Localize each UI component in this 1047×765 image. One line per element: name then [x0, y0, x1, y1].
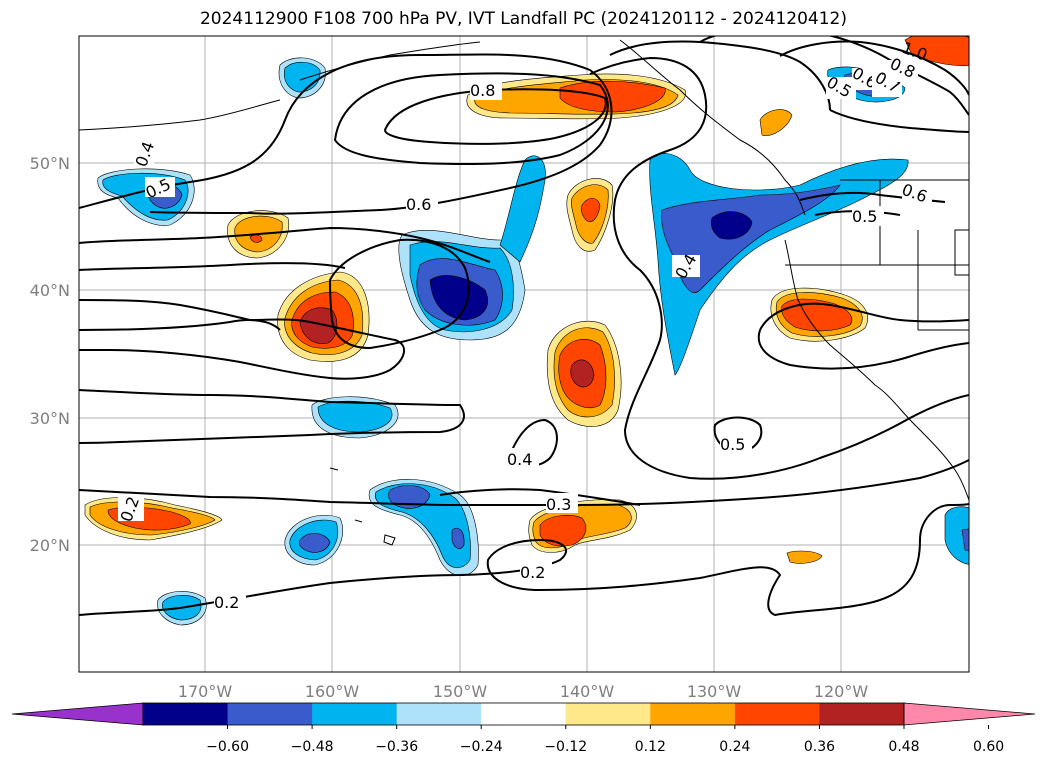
lat-tick-label: 50°N	[30, 154, 70, 173]
lat-tick-label: 30°N	[30, 409, 70, 428]
colorbar-tick-label: −0.48	[291, 739, 334, 755]
colorbar-tick-label: −0.60	[206, 739, 249, 755]
lat-tick-label: 20°N	[30, 536, 70, 555]
coastlines	[79, 39, 969, 546]
colorbar-tick-label: 0.12	[635, 739, 666, 755]
map-frame	[78, 35, 970, 673]
colorbar-segment	[312, 703, 398, 725]
map-title: 2024112900 F108 700 hPa PV, IVT Landfall…	[199, 9, 847, 29]
lon-tick-label: 130°W	[687, 682, 742, 701]
lon-tick-label: 150°W	[433, 682, 488, 701]
lat-tick-label: 40°N	[30, 281, 70, 300]
colorbar-tick-label: 0.60	[973, 739, 1004, 755]
lon-tick-labels: 170°W 160°W 150°W 140°W 130°W 120°W	[178, 682, 869, 701]
contour-label: 0.2	[214, 593, 239, 612]
lon-tick-label: 120°W	[814, 682, 869, 701]
lon-tick-label: 170°W	[178, 682, 233, 701]
colorbar-segment	[143, 703, 229, 725]
colorbar-extend-max	[903, 702, 1036, 726]
lon-tick-label: 140°W	[560, 682, 615, 701]
ivt-contours	[79, 36, 969, 617]
colorbar-tick-label: −0.12	[544, 739, 587, 755]
colorbar-segment	[650, 703, 736, 725]
colorbar-segment	[565, 703, 651, 725]
contour-label: 0.6	[406, 195, 431, 214]
contour-label: 0.4	[507, 450, 532, 469]
colorbar-tick-label: 0.48	[888, 739, 919, 755]
lat-tick-labels: 20°N 30°N 40°N 50°N	[30, 154, 70, 555]
colorbar-segment	[734, 703, 820, 725]
colorbar-ticks: −0.60 −0.48 −0.36 −0.24 −0.12 0.12 0.24 0.36 0.4…	[206, 725, 1004, 755]
contour-label: 0.5	[720, 435, 745, 454]
colorbar-frame	[142, 702, 905, 726]
contour-label: 0.3	[546, 495, 571, 514]
colorbar: −0.60 −0.48 −0.36 −0.24 −0.12 0.12 0.24 0.36 0.4…	[11, 702, 1036, 755]
colorbar-tick-label: −0.24	[460, 739, 503, 755]
contour-labels: 0.8 0.6 0.5 0.4 0.4 0.4 0.3 0.2 0.2 0.2 …	[116, 38, 932, 612]
colorbar-segment	[227, 703, 313, 725]
colorbar-tick-label: 0.36	[804, 739, 835, 755]
colorbar-tick-label: 0.24	[719, 739, 750, 755]
contour-label: 0.5	[852, 207, 877, 226]
colorbar-tick-label: −0.36	[375, 739, 418, 755]
colorbar-extend-min	[11, 702, 144, 726]
contour-label: 0.8	[470, 81, 495, 100]
colorbar-segment	[819, 703, 905, 725]
colorbar-segment	[396, 703, 482, 725]
colorbar-segments	[11, 702, 1036, 726]
colorbar-segment	[481, 703, 567, 725]
contour-label: 0.2	[520, 563, 545, 582]
lon-tick-label: 160°W	[305, 682, 360, 701]
